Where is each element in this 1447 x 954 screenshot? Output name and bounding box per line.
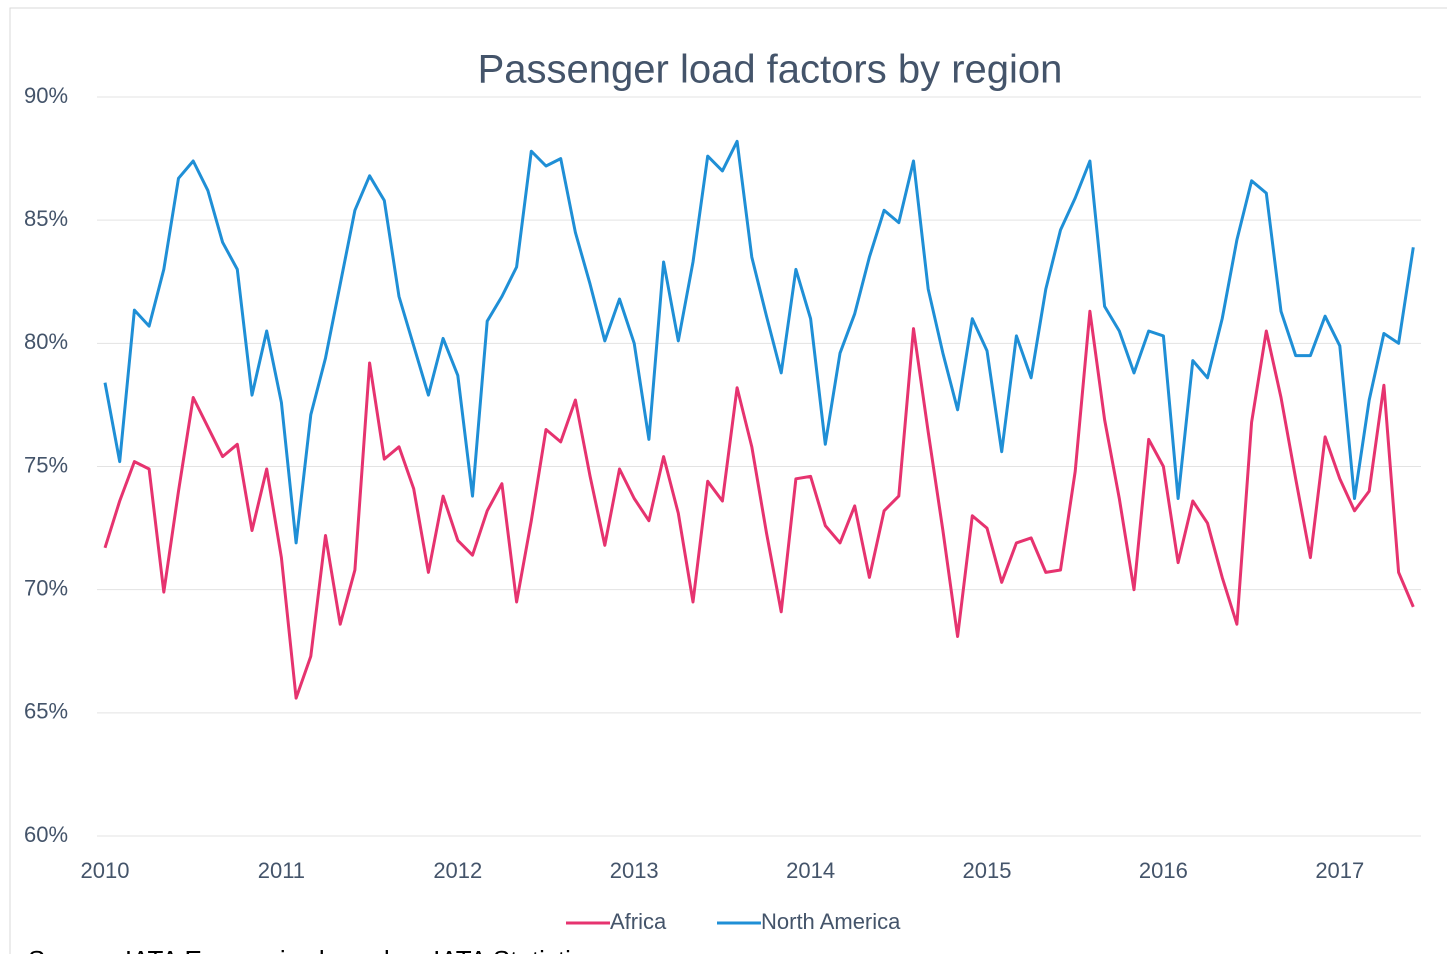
x-tick-label: 2014 xyxy=(786,858,835,883)
x-tick-label: 2017 xyxy=(1315,858,1364,883)
legend-label: Africa xyxy=(610,909,667,934)
chart-title: Passenger load factors by region xyxy=(478,48,1063,92)
y-tick-label: 80% xyxy=(24,329,68,354)
line-series xyxy=(103,309,1415,700)
y-tick-label: 85% xyxy=(24,206,68,231)
y-tick-label: 65% xyxy=(24,699,68,724)
x-tick-label: 2010 xyxy=(81,858,130,883)
chart-border xyxy=(9,7,1447,954)
source-note: Source: IATA Economics based on IATA Sta… xyxy=(28,945,597,954)
y-tick-label: 90% xyxy=(24,83,68,108)
x-tick-label: 2016 xyxy=(1139,858,1188,883)
x-tick-label: 2013 xyxy=(610,858,659,883)
y-tick-label: 60% xyxy=(24,822,68,847)
x-tick-label: 2011 xyxy=(258,858,305,883)
y-tick-label: 70% xyxy=(24,575,68,600)
legend-label: North America xyxy=(761,909,901,934)
y-tick-label: 75% xyxy=(24,452,68,477)
x-tick-label: 2015 xyxy=(963,858,1012,883)
x-tick-label: 2012 xyxy=(433,858,482,883)
line-series xyxy=(103,139,1415,545)
